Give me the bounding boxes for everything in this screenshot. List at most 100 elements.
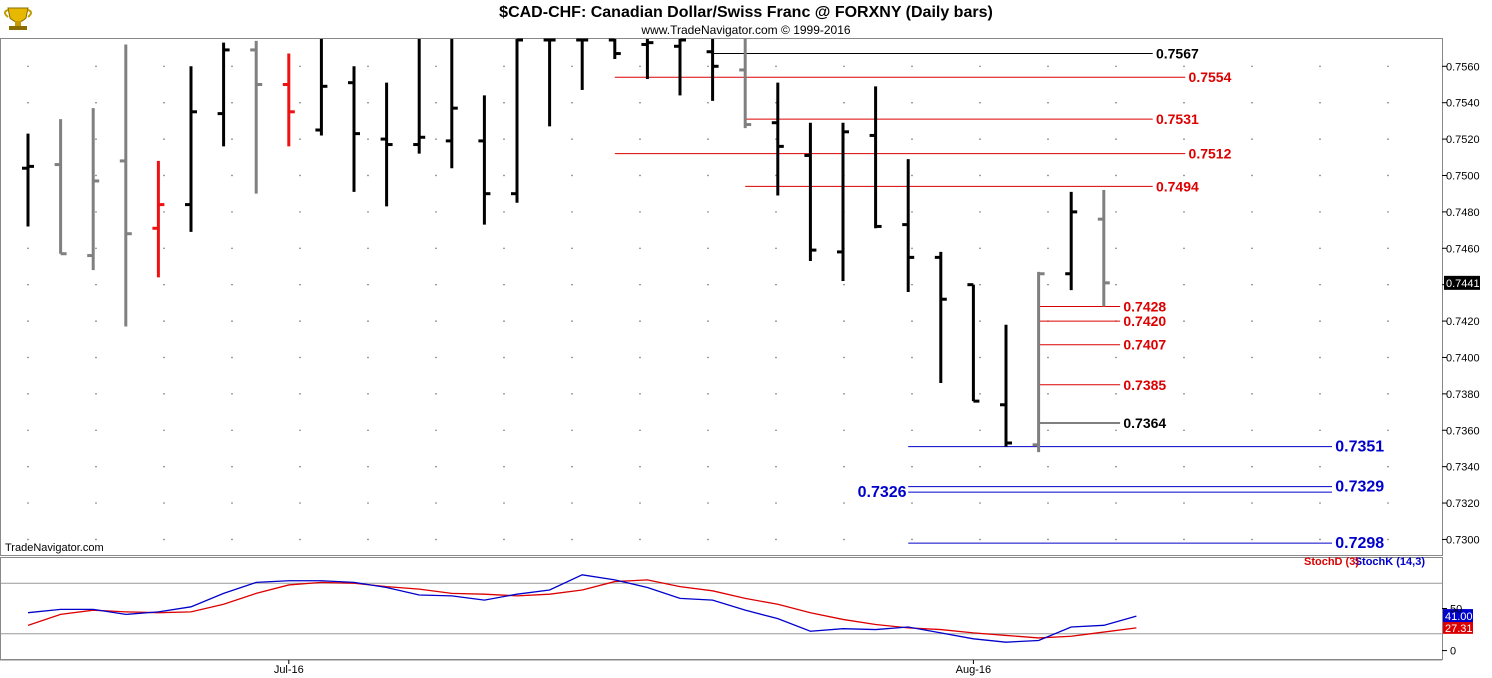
grid-dot [503,211,505,213]
grid-dot [571,502,573,504]
grid-dot [1251,465,1253,468]
grid-dot [1387,502,1389,504]
grid-dot [27,247,29,250]
ohlc-bar [608,38,621,60]
grid-dot [639,393,641,395]
grid-dot [707,393,709,395]
y-tick-label: 0.7300 [1446,534,1480,546]
grid-dot [367,247,369,250]
grid-dot [1387,247,1389,250]
grid-dot [1047,538,1049,541]
stochastic-legend: StochK (14,3)StochD (3) [1304,556,1425,568]
grid-dot [435,538,437,541]
grid-dot [95,356,97,359]
grid-dot [639,320,641,322]
grid-dot [95,247,97,250]
grid-dot [1183,429,1185,432]
grid-dot [639,247,641,250]
grid-dot [775,502,777,504]
ohlc-bar [315,39,328,136]
grid-dot [27,356,29,359]
y-tick-label: 0.7340 [1446,462,1480,474]
grid-dot [435,320,437,322]
grid-dot [639,65,641,68]
ohlc-bar [869,86,882,229]
grid-dot [27,320,29,322]
grid-dot [435,211,437,213]
grid-dot [163,538,165,541]
grid-dot [367,502,369,504]
grid-dot [1047,101,1049,104]
grid-dot [571,174,573,177]
grid-dot [571,101,573,104]
copyright-text: www.TradeNavigator.com © 1999-2016 [640,23,850,37]
grid-dot [979,174,981,177]
grid-dot [979,283,981,286]
grid-dot [1387,101,1389,104]
grid-dot [1047,356,1049,359]
grid-dot [843,65,845,68]
level-label: 0.7428 [1123,299,1166,315]
grid-dot [435,65,437,68]
grid-dot [1251,356,1253,359]
y-tick-label: 0.7520 [1446,134,1480,146]
watermark: TradeNavigator.com [5,542,104,554]
grid-dot [571,65,573,68]
grid-dot [503,393,505,395]
grid-dot [1387,320,1389,322]
grid-dot [707,465,709,468]
grid-dot [503,538,505,541]
grid-dot [1319,174,1321,177]
grid-dot [95,211,97,213]
ohlc-bar [804,122,817,262]
ohlc-bar [934,251,947,383]
grid-dot [979,393,981,395]
grid-dot [231,429,233,432]
grid-dot [911,320,913,322]
grid-dot [1047,211,1049,213]
grid-dot [1251,211,1253,213]
grid-dot [367,429,369,432]
grid-dot [1183,502,1185,504]
grid-dot [1115,283,1117,286]
grid-dot [1047,247,1049,250]
grid-dot [503,247,505,250]
grid-dot [1047,283,1049,286]
grid-dot [571,429,573,432]
grid-dot [1183,356,1185,359]
grid-dot [775,320,777,322]
grid-dot [775,538,777,541]
grid-dot [299,211,301,213]
grid-dot [1319,138,1321,140]
grid-dot [775,283,777,286]
grid-dot [27,538,29,541]
grid-dot [911,138,913,140]
ohlc-bar [902,159,915,292]
grid-dot [1319,320,1321,322]
stochastic-last-label: 27.31 [1445,623,1473,635]
grid-dot [299,429,301,432]
grid-dot [1047,393,1049,395]
grid-dot [503,320,505,322]
grid-dot [1319,393,1321,395]
grid-dot [843,502,845,504]
grid-dot [367,138,369,140]
y-tick-label: 0.7540 [1446,98,1480,110]
grid-dot [843,465,845,468]
grid-dot [231,247,233,250]
grid-dot [27,65,29,68]
grid-dot [163,174,165,177]
grid-dot [639,101,641,104]
y-tick-label: 50 [1450,604,1462,616]
grid-dot [503,283,505,286]
grid-dot [1047,174,1049,177]
stochastic-grid [1,582,1442,635]
grid-dot [979,429,981,432]
grid-dot [435,138,437,140]
grid-dot [1115,211,1117,213]
grid-dot [1387,538,1389,541]
grid-dot [163,429,165,432]
grid-dot [163,356,165,359]
